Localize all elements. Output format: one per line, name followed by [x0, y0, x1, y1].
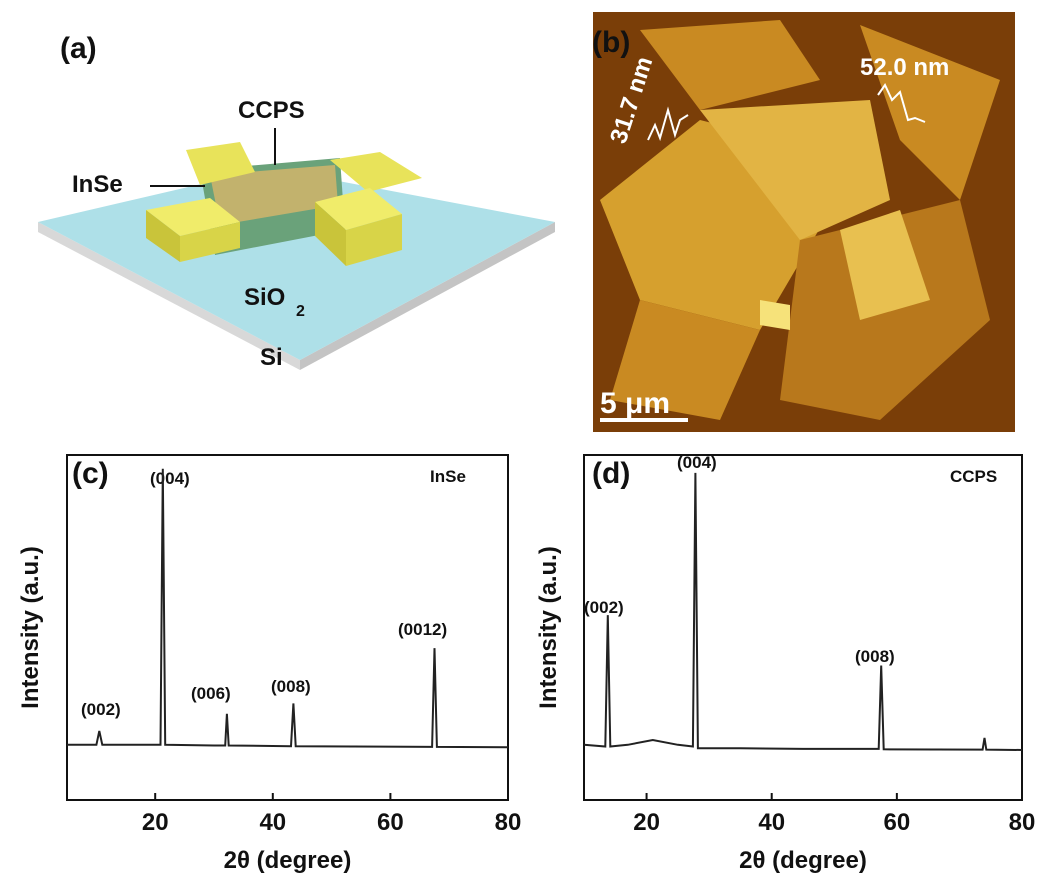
plot-frame: [66, 454, 509, 801]
x-tick-label: 40: [259, 809, 286, 836]
x-tick-label: 20: [142, 809, 169, 836]
afm-region: [860, 25, 1000, 200]
legend-label: CCPS: [950, 467, 997, 486]
legend-label: InSe: [430, 467, 466, 486]
device-diagram: [38, 128, 555, 370]
electrode: [315, 202, 346, 266]
electrode: [146, 210, 180, 262]
afm-region: [610, 300, 760, 420]
label: CCPS: [238, 97, 305, 124]
electrode: [330, 152, 422, 192]
peak-label: (002): [584, 598, 624, 617]
panel-label: (a): [60, 32, 97, 65]
label: InSe: [72, 171, 123, 198]
x-tick-label: 40: [758, 809, 785, 836]
x-tick-label: 60: [377, 809, 404, 836]
peak-label: (004): [677, 453, 717, 472]
panel-label: (b): [592, 26, 630, 59]
peak-label: (004): [150, 469, 190, 488]
label: Si: [260, 344, 283, 371]
electrode: [180, 222, 240, 262]
y-axis-label: Intensity (a.u.): [535, 546, 562, 709]
panel-label: (d): [592, 457, 630, 490]
x-tick-label: 60: [884, 809, 911, 836]
x-axis-label: 2θ (degree): [739, 847, 867, 874]
x-tick-label: 80: [1009, 809, 1036, 836]
electrode: [315, 188, 402, 230]
afm-image: [593, 12, 1015, 432]
plot-frame: [583, 454, 1023, 801]
afm-region: [840, 210, 930, 320]
y-axis-label: Intensity (a.u.): [17, 546, 44, 709]
label: SiO: [244, 284, 285, 311]
peak-label: (006): [191, 684, 231, 703]
afm-region: [700, 100, 890, 240]
substrate-edge: [38, 222, 300, 370]
electrode: [186, 142, 255, 185]
x-axis-label: 2θ (degree): [224, 847, 352, 874]
panel-label: (c): [72, 457, 109, 490]
afm-region: [640, 20, 820, 110]
peak-label: (002): [81, 700, 121, 719]
spectrum-line: [583, 472, 1023, 751]
peak-label: (008): [271, 677, 311, 696]
afm-region: [760, 300, 790, 330]
x-tick-label: 20: [633, 809, 660, 836]
label: 2: [296, 303, 305, 320]
electrode: [346, 214, 402, 266]
spectrum-line: [67, 468, 509, 749]
flake: [210, 165, 338, 225]
height-profile: [647, 106, 689, 142]
label: 52.0 nm: [860, 54, 949, 81]
electrode: [146, 198, 240, 236]
x-tick-label: 80: [495, 809, 522, 836]
peak-label: (0012): [398, 620, 447, 639]
substrate-edge: [300, 222, 555, 370]
height-profile: [877, 83, 926, 123]
label: 5 μm: [600, 387, 670, 420]
peak-label: (008): [855, 647, 895, 666]
